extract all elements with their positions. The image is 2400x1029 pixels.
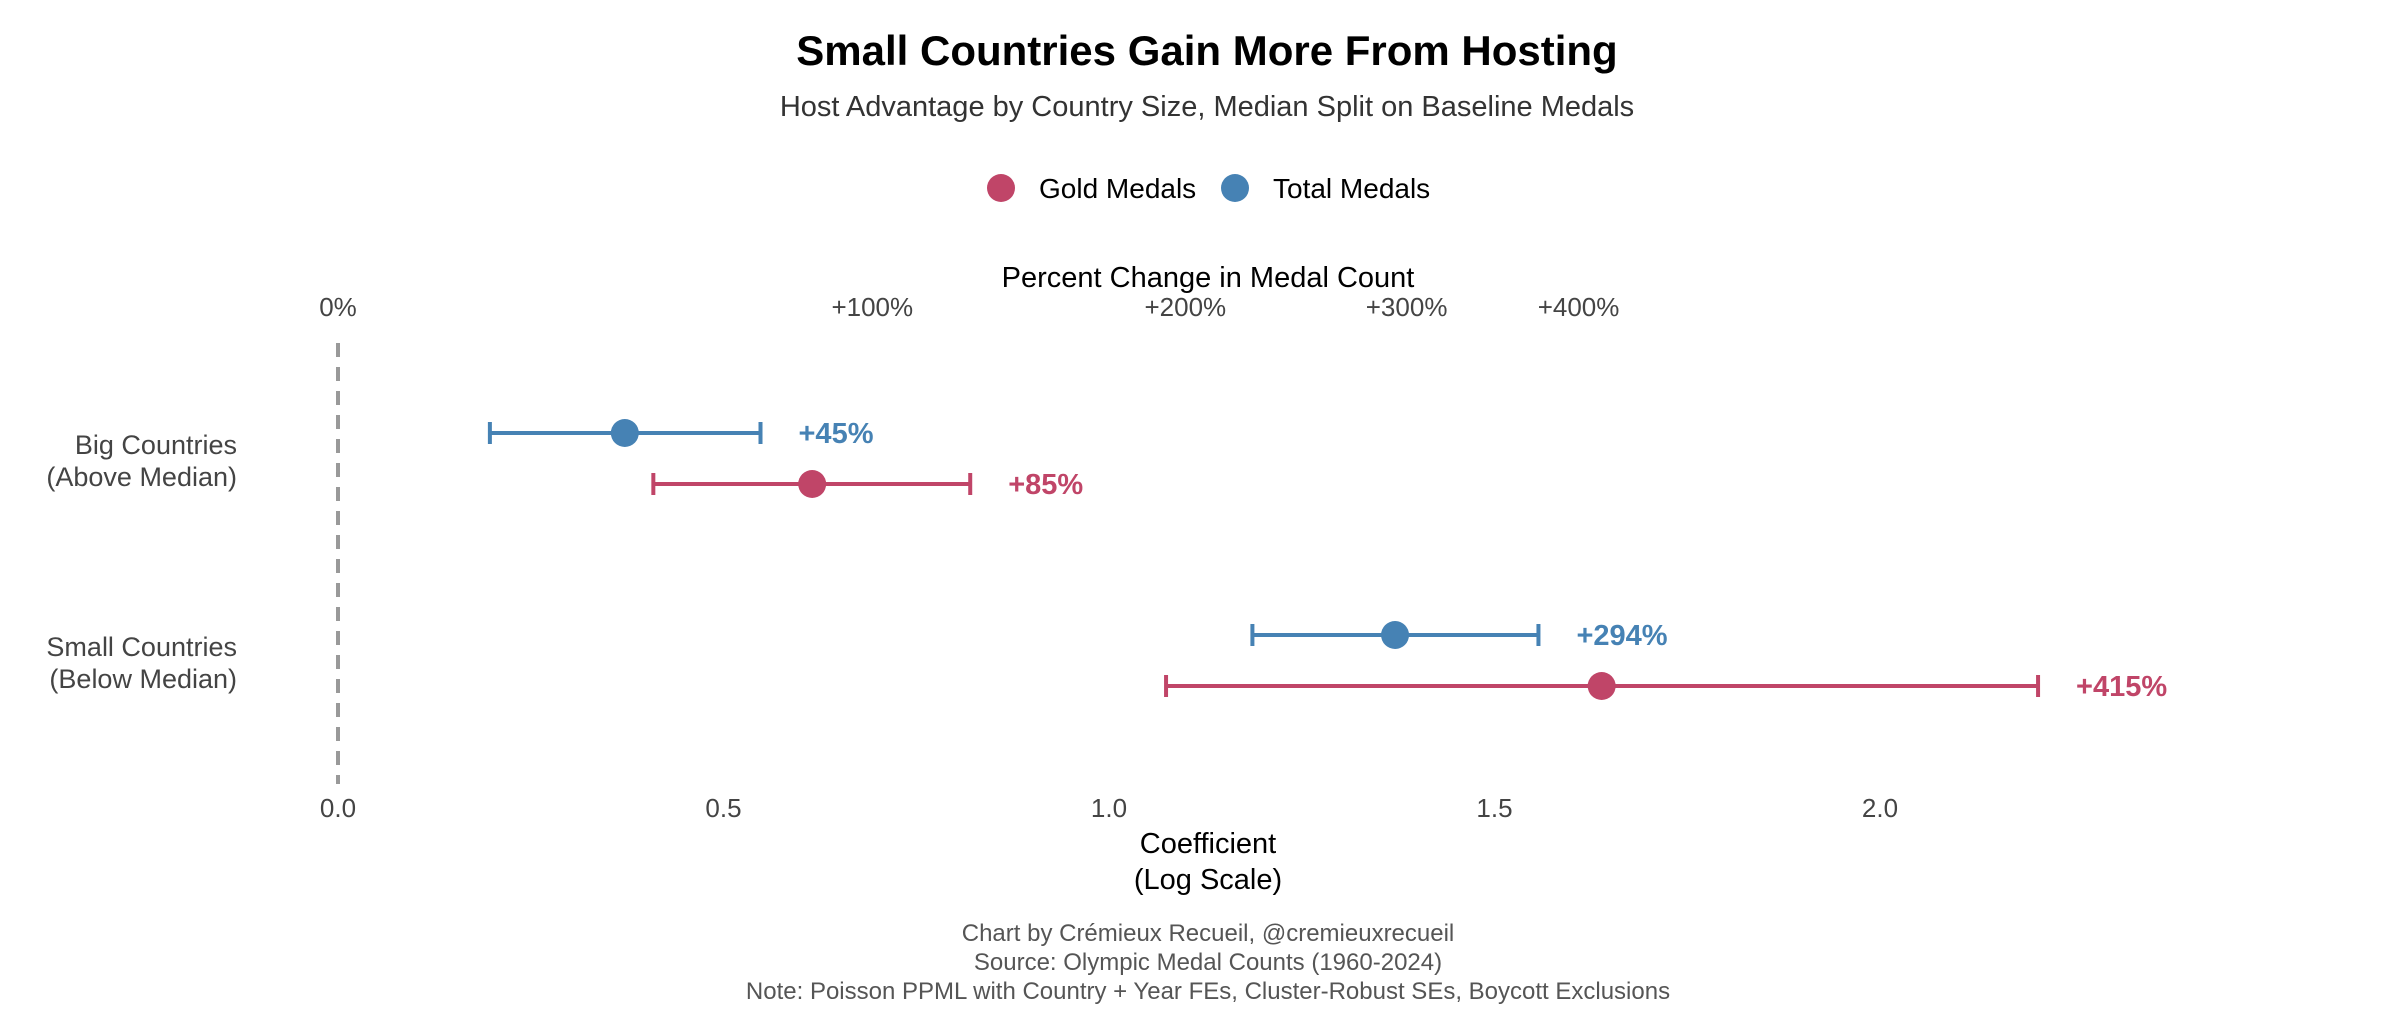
x-axis-title: Coefficient: [1140, 828, 1277, 860]
data-marks: +45% +294% +85% +415%: [487, 418, 2167, 703]
chart-subtitle: Host Advantage by Country Size, Median S…: [780, 91, 1634, 123]
percent-label: +415%: [2076, 671, 2167, 703]
svg-text:(Above Median): (Above Median): [46, 462, 237, 492]
footer-source: Source: Olympic Medal Counts (1960-2024): [974, 949, 1442, 976]
legend: Gold Medals Total Medals: [987, 173, 1430, 204]
x-tick-label: 0.0: [320, 793, 356, 823]
legend-gold-marker: [987, 174, 1015, 202]
percent-label: +45%: [799, 418, 874, 450]
errorbar-gold-small: +415%: [1164, 671, 2167, 703]
legend-total-label: Total Medals: [1273, 173, 1430, 204]
percent-label: +85%: [1008, 469, 1083, 501]
errorbar-gold-big: +85%: [651, 469, 1083, 501]
legend-gold-label: Gold Medals: [1039, 173, 1196, 204]
x-tick-label: 1.5: [1476, 793, 1512, 823]
estimate-point: [610, 419, 639, 447]
top-tick-label: 0%: [319, 292, 357, 322]
chart-title: Small Countries Gain More From Hosting: [796, 27, 1617, 74]
row-label-small: Small Countries (Below Median): [46, 632, 237, 694]
x-tick-label: 2.0: [1862, 793, 1898, 823]
top-tick-label: +200%: [1144, 292, 1226, 322]
footer-credit: Chart by Crémieux Recueil, @cremieuxrecu…: [962, 920, 1455, 947]
x-axis-ticks: 0.0 0.5 1.0 1.5 2.0: [320, 793, 1898, 823]
legend-total-marker: [1221, 174, 1249, 202]
errorbar-total-small: +294%: [1250, 620, 1668, 652]
row-label-big: Big Countries (Above Median): [46, 430, 237, 492]
estimate-point: [798, 470, 827, 498]
errorbar-total-big: +45%: [487, 418, 874, 450]
x-axis-title-line2: (Log Scale): [1134, 864, 1282, 896]
x-tick-label: 1.0: [1091, 793, 1127, 823]
top-axis-title: Percent Change in Medal Count: [1002, 262, 1415, 294]
svg-text:Big Countries: Big Countries: [75, 430, 237, 460]
estimate-point: [1587, 672, 1616, 700]
percent-label: +294%: [1576, 620, 1667, 652]
estimate-point: [1381, 621, 1410, 649]
top-tick-label: +400%: [1538, 292, 1620, 322]
x-tick-label: 0.5: [705, 793, 741, 823]
top-axis-ticks: 0% +100% +200% +300% +400%: [319, 292, 1619, 322]
svg-text:(Below Median): (Below Median): [49, 664, 237, 694]
svg-text:Small Countries: Small Countries: [46, 632, 237, 662]
footer-note: Note: Poisson PPML with Country + Year F…: [746, 978, 1670, 1005]
top-tick-label: +300%: [1366, 292, 1448, 322]
top-tick-label: +100%: [831, 292, 913, 322]
